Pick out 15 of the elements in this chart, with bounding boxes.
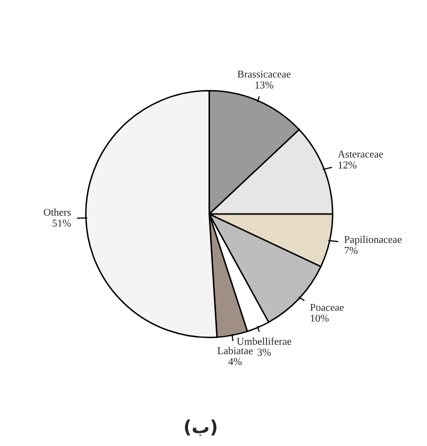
data-label: 10% — [310, 314, 329, 322]
slice-label: Labiatae — [217, 346, 253, 354]
slice-label: Others — [44, 208, 71, 216]
data-label: 3% — [258, 348, 271, 356]
slice-label: Asteraceae — [338, 150, 384, 158]
legend-label: Umbelliferae — [236, 337, 292, 345]
slice-label: Poaceae — [310, 304, 344, 311]
data-label: 7% — [344, 246, 358, 254]
text: (ب) — [184, 419, 216, 436]
data-label: 51% — [52, 220, 71, 227]
slice-label: Papilionaceae — [344, 236, 402, 246]
slice-label: Brassicaceae — [238, 70, 291, 78]
data-label: 4% — [228, 358, 242, 366]
data-label: 13% — [255, 82, 274, 89]
data-label: 12% — [338, 162, 356, 169]
